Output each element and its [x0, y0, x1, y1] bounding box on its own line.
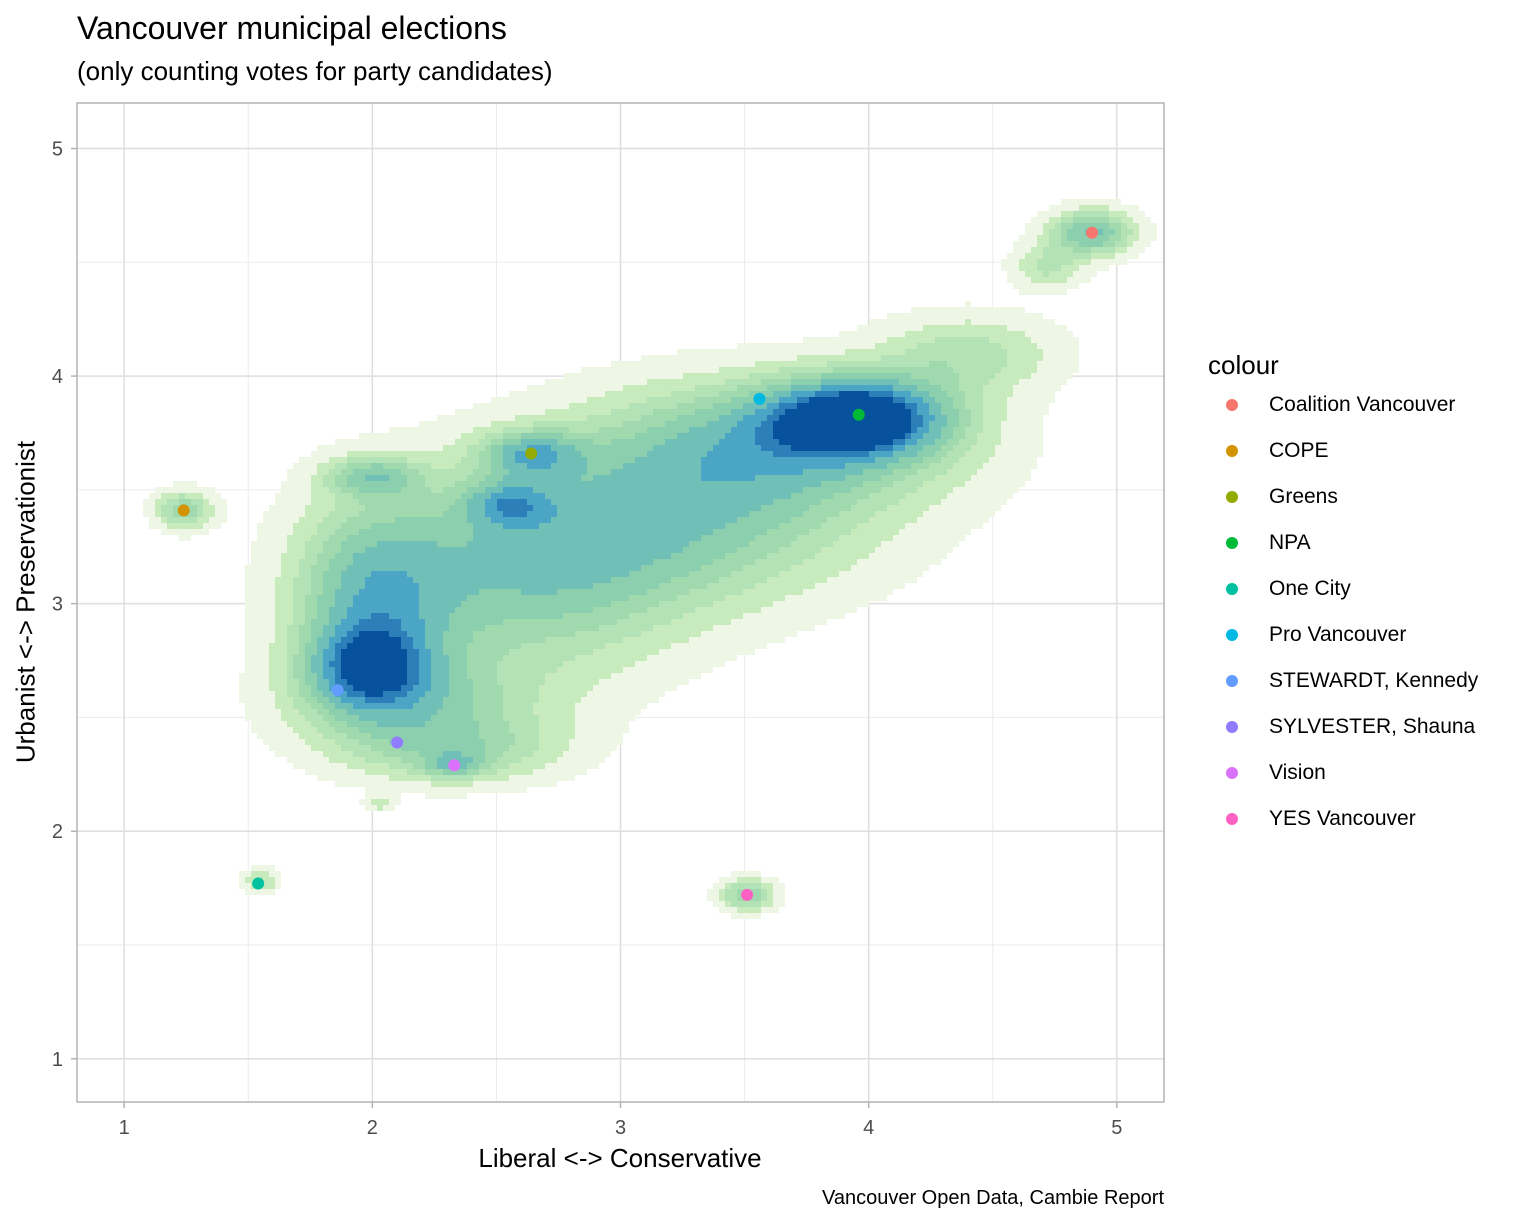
legend-item: Pro Vancouver — [1208, 623, 1406, 671]
density-layer — [143, 199, 1157, 919]
legend-item: STEWARDT, Kennedy — [1208, 669, 1478, 717]
y-tick-label: 3 — [52, 594, 63, 616]
point-stewardt-kennedy — [331, 684, 344, 697]
legend: colour Coalition Vancouver COPE Greens NPA O… — [1208, 350, 1478, 855]
x-tick-label: 3 — [615, 1117, 626, 1139]
legend-items: Coalition Vancouver COPE Greens NPA One City… — [1208, 393, 1478, 855]
legend-dot-icon — [1226, 813, 1238, 825]
legend-label: SYLVESTER, Shauna — [1269, 715, 1476, 738]
chart-caption: Vancouver Open Data, Cambie Report — [821, 1187, 1164, 1209]
point-vision — [448, 759, 461, 772]
legend-dot-icon — [1226, 629, 1238, 641]
y-axis: 1 2 3 4 5 — [52, 139, 77, 1071]
points-layer — [177, 226, 1099, 901]
chart-title: Vancouver municipal elections — [77, 10, 507, 46]
legend-label: One City — [1269, 577, 1351, 600]
legend-label: Coalition Vancouver — [1269, 393, 1456, 416]
point-npa — [852, 408, 865, 421]
x-tick-label: 2 — [367, 1117, 378, 1139]
legend-label: NPA — [1269, 531, 1311, 554]
y-tick-label: 2 — [52, 821, 63, 843]
legend-dot-icon — [1226, 537, 1238, 549]
legend-label: STEWARDT, Kennedy — [1269, 669, 1479, 692]
density-level-9 — [341, 391, 911, 697]
legend-dot-icon — [1226, 491, 1238, 503]
point-yes-vancouver — [741, 888, 754, 901]
point-pro-vancouver — [753, 392, 766, 405]
point-greens — [525, 447, 538, 460]
density-level-6 — [311, 229, 1103, 769]
legend-item: Greens — [1208, 485, 1338, 533]
legend-dot-icon — [1226, 583, 1238, 595]
legend-dot-icon — [1226, 675, 1238, 687]
legend-dot-icon — [1226, 767, 1238, 779]
point-cope — [177, 504, 190, 517]
legend-item: YES Vancouver — [1208, 807, 1416, 855]
legend-label: Greens — [1269, 485, 1338, 508]
legend-item: Vision — [1208, 761, 1326, 809]
point-coalition-vancouver — [1086, 226, 1099, 239]
chart-subtitle: (only counting votes for party candidate… — [77, 56, 553, 86]
legend-label: YES Vancouver — [1269, 807, 1416, 830]
legend-item: One City — [1208, 577, 1351, 625]
legend-label: COPE — [1269, 439, 1329, 462]
x-axis-label: Liberal <-> Conservative — [478, 1143, 762, 1173]
point-sylvester-shauna — [391, 736, 404, 749]
y-tick-label: 5 — [52, 139, 63, 161]
legend-label: Pro Vancouver — [1269, 623, 1407, 646]
legend-dot-icon — [1226, 445, 1238, 457]
point-one-city — [252, 877, 265, 890]
legend-item: NPA — [1208, 531, 1311, 579]
legend-dot-icon — [1226, 721, 1238, 733]
density-level-7 — [323, 385, 935, 709]
x-tick-label: 1 — [119, 1117, 130, 1139]
x-tick-label: 5 — [1111, 1117, 1122, 1139]
y-tick-label: 4 — [52, 366, 63, 388]
legend-title: colour — [1208, 350, 1279, 380]
y-tick-label: 1 — [52, 1049, 63, 1071]
x-tick-label: 4 — [863, 1117, 874, 1139]
legend-item: COPE — [1208, 439, 1329, 487]
legend-label: Vision — [1269, 761, 1326, 784]
x-axis: 1 2 3 4 5 — [119, 1102, 1122, 1139]
y-axis-label: Urbanist <-> Preservationist — [10, 440, 41, 764]
density-level-2 — [155, 205, 1139, 913]
legend-item: SYLVESTER, Shauna — [1208, 715, 1475, 763]
legend-item: Coalition Vancouver — [1208, 393, 1455, 441]
legend-dot-icon — [1226, 399, 1238, 411]
